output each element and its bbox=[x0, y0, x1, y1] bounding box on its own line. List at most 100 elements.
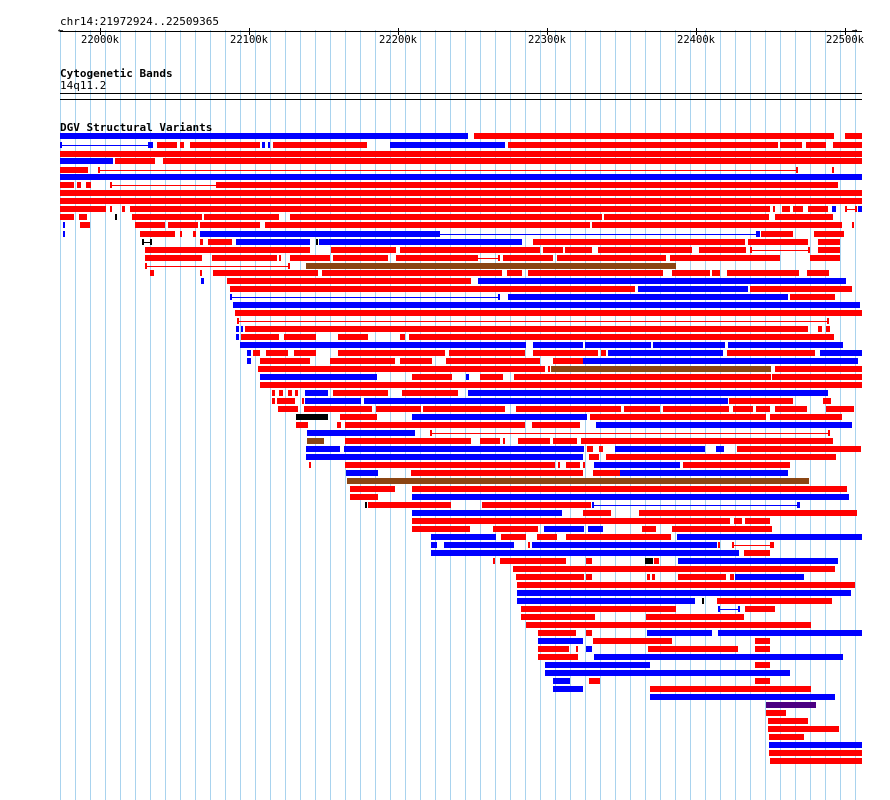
structural-variant-feature[interactable] bbox=[368, 502, 451, 508]
structural-variant-feature[interactable] bbox=[756, 406, 770, 412]
structural-variant-feature[interactable] bbox=[412, 486, 847, 492]
structural-variant-feature[interactable] bbox=[553, 358, 583, 364]
structural-variant-feature[interactable] bbox=[808, 206, 828, 212]
structural-variant-feature[interactable] bbox=[305, 390, 328, 396]
structural-variant-endcap[interactable] bbox=[230, 294, 232, 300]
ruler-right-arrow-icon[interactable]: → bbox=[852, 26, 858, 36]
structural-variant-endcap[interactable] bbox=[98, 167, 100, 173]
structural-variant-feature[interactable] bbox=[241, 334, 279, 340]
structural-variant-feature[interactable] bbox=[733, 406, 753, 412]
structural-variant-feature[interactable] bbox=[646, 614, 744, 620]
structural-variant-feature[interactable] bbox=[755, 646, 770, 652]
structural-variant-feature[interactable] bbox=[596, 422, 852, 428]
structural-variant-feature[interactable] bbox=[814, 231, 844, 237]
structural-variant-feature[interactable] bbox=[587, 446, 593, 452]
structural-variant-feature[interactable] bbox=[806, 142, 826, 148]
structural-variant-feature[interactable] bbox=[258, 366, 545, 372]
structural-variant-feature[interactable] bbox=[345, 438, 471, 444]
structural-variant-feature[interactable] bbox=[516, 574, 584, 580]
structural-variant-feature[interactable] bbox=[130, 206, 320, 212]
structural-variant-feature[interactable] bbox=[766, 702, 816, 708]
structural-variant-feature[interactable] bbox=[727, 270, 799, 276]
structural-variant-feature[interactable] bbox=[557, 255, 666, 261]
structural-variant-feature[interactable] bbox=[333, 255, 388, 261]
structural-variant-feature[interactable] bbox=[290, 214, 602, 220]
structural-variant-feature[interactable] bbox=[592, 222, 842, 228]
structural-variant-feature[interactable] bbox=[150, 142, 153, 148]
structural-variant-feature[interactable] bbox=[294, 350, 316, 356]
structural-variant-feature[interactable] bbox=[735, 574, 804, 580]
structural-variant-feature[interactable] bbox=[60, 158, 113, 164]
structural-variant-feature[interactable] bbox=[678, 558, 838, 564]
structural-variant-feature[interactable] bbox=[593, 638, 672, 644]
structural-variant-feature[interactable] bbox=[718, 542, 720, 548]
structural-variant-feature[interactable] bbox=[583, 358, 858, 364]
structural-variant-feature[interactable] bbox=[518, 438, 550, 444]
structural-variant-feature[interactable] bbox=[716, 446, 724, 452]
structural-variant-endcap[interactable] bbox=[750, 247, 752, 253]
structural-variant-feature[interactable] bbox=[163, 158, 862, 164]
structural-variant-feature[interactable] bbox=[677, 534, 862, 540]
structural-variant-feature[interactable] bbox=[727, 350, 815, 356]
structural-variant-endcap[interactable] bbox=[216, 182, 218, 188]
structural-variant-feature[interactable] bbox=[586, 558, 592, 564]
structural-variant-feature[interactable] bbox=[279, 255, 281, 261]
structural-variant-feature[interactable] bbox=[647, 574, 650, 580]
structural-variant-feature[interactable] bbox=[761, 231, 793, 237]
structural-variant-feature[interactable] bbox=[538, 646, 569, 652]
structural-variant-feature[interactable] bbox=[517, 598, 695, 604]
structural-variant-feature[interactable] bbox=[233, 302, 860, 308]
structural-variant-feature[interactable] bbox=[480, 374, 503, 380]
structural-variant-feature[interactable] bbox=[581, 438, 833, 444]
structural-variant-feature[interactable] bbox=[730, 574, 734, 580]
structural-variant-endcap[interactable] bbox=[60, 142, 62, 148]
structural-variant-feature[interactable] bbox=[604, 214, 769, 220]
structural-variant-feature[interactable] bbox=[717, 598, 832, 604]
structural-variant-feature[interactable] bbox=[775, 214, 833, 220]
structural-variant-feature[interactable] bbox=[60, 198, 862, 204]
structural-variant-feature[interactable] bbox=[230, 286, 635, 292]
structural-variant-feature[interactable] bbox=[157, 142, 177, 148]
structural-variant-feature[interactable] bbox=[501, 534, 526, 540]
structural-variant-feature[interactable] bbox=[772, 542, 774, 548]
structural-variant-feature[interactable] bbox=[566, 534, 671, 540]
structural-variant-feature[interactable] bbox=[553, 438, 577, 444]
structural-variant-feature[interactable] bbox=[593, 470, 620, 476]
structural-variant-feature[interactable] bbox=[86, 182, 91, 188]
structural-variant-feature[interactable] bbox=[615, 446, 705, 452]
structural-variant-feature[interactable] bbox=[599, 446, 603, 452]
structural-variant-feature[interactable] bbox=[775, 366, 862, 372]
structural-variant-feature[interactable] bbox=[337, 422, 341, 428]
structural-variant-feature[interactable] bbox=[543, 247, 563, 253]
structural-variant-feature[interactable] bbox=[482, 502, 591, 508]
structural-variant-feature[interactable] bbox=[508, 142, 778, 148]
structural-variant-feature[interactable] bbox=[247, 350, 251, 356]
structural-variant-feature[interactable] bbox=[807, 270, 829, 276]
structural-variant-feature[interactable] bbox=[213, 270, 318, 276]
structural-variant-feature[interactable] bbox=[755, 678, 770, 684]
structural-variant-feature[interactable] bbox=[193, 231, 196, 237]
structural-variant-feature[interactable] bbox=[768, 718, 808, 724]
structural-variant-feature[interactable] bbox=[309, 462, 311, 468]
structural-variant-feature[interactable] bbox=[268, 142, 270, 148]
structural-variant-feature[interactable] bbox=[544, 526, 584, 532]
structural-variant-feature[interactable] bbox=[110, 206, 112, 212]
dgv-track-title[interactable]: DGV Structural Variants bbox=[60, 121, 213, 134]
structural-variant-endcap[interactable] bbox=[732, 542, 734, 548]
structural-variant-feature[interactable] bbox=[330, 358, 395, 364]
structural-variant-feature[interactable] bbox=[588, 526, 603, 532]
structural-variant-feature[interactable] bbox=[227, 278, 471, 284]
structural-variant-feature[interactable] bbox=[586, 630, 592, 636]
structural-variant-feature[interactable] bbox=[533, 350, 598, 356]
structural-variant-feature[interactable] bbox=[545, 662, 650, 668]
structural-variant-feature[interactable] bbox=[521, 606, 676, 612]
structural-variant-feature[interactable] bbox=[586, 574, 592, 580]
structural-variant-feature[interactable] bbox=[241, 326, 243, 332]
structural-variant-feature[interactable] bbox=[818, 247, 840, 253]
structural-variant-feature[interactable] bbox=[768, 726, 839, 732]
structural-variant-feature[interactable] bbox=[718, 609, 740, 610]
structural-variant-feature[interactable] bbox=[307, 430, 415, 436]
structural-variant-feature[interactable] bbox=[503, 438, 505, 444]
structural-variant-feature[interactable] bbox=[262, 142, 265, 148]
structural-variant-feature[interactable] bbox=[266, 350, 288, 356]
